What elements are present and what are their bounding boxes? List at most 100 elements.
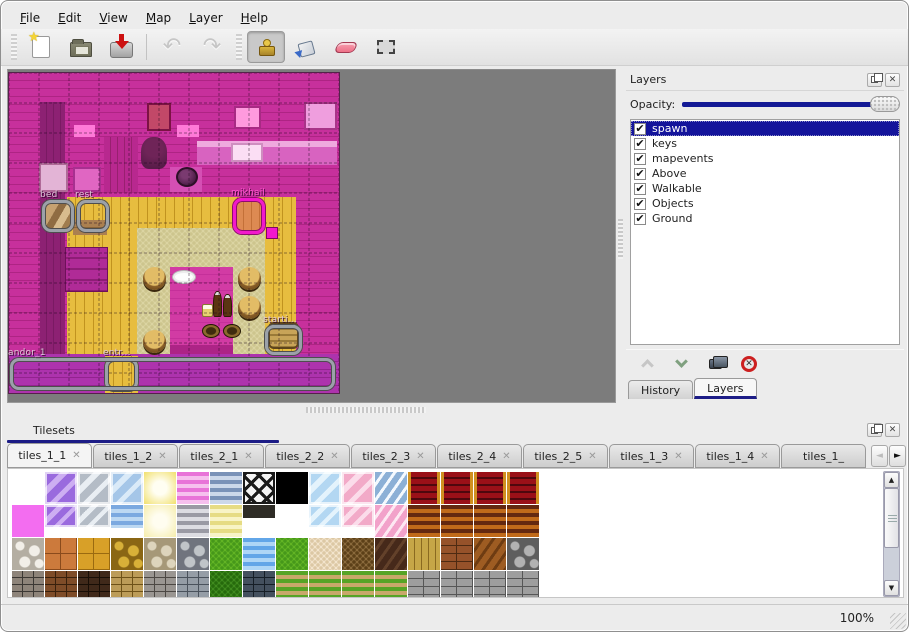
tile-cell[interactable] bbox=[375, 472, 408, 505]
fill-tool-button[interactable] bbox=[287, 31, 325, 63]
tile-cell[interactable] bbox=[441, 472, 474, 505]
close-tab-icon[interactable]: ✕ bbox=[72, 450, 81, 461]
float-tilesets-button[interactable] bbox=[867, 423, 883, 437]
tile-cell[interactable] bbox=[408, 472, 441, 505]
tile-cell[interactable] bbox=[342, 472, 375, 505]
layer-row-walkable[interactable]: ✔ Walkable bbox=[631, 181, 899, 196]
new-map-button[interactable] bbox=[22, 30, 60, 63]
tile-cell[interactable] bbox=[210, 472, 243, 505]
tile-cell[interactable] bbox=[45, 472, 78, 505]
tile-cell[interactable] bbox=[276, 538, 309, 571]
vertical-splitter[interactable] bbox=[616, 69, 626, 403]
toolbar-drag-handle[interactable] bbox=[11, 34, 17, 60]
tile-cell[interactable] bbox=[441, 538, 474, 571]
float-dock-button[interactable] bbox=[867, 72, 883, 87]
close-tab-icon[interactable]: ✕ bbox=[502, 450, 511, 462]
tile-cell[interactable] bbox=[12, 538, 45, 571]
tile-cell[interactable] bbox=[243, 538, 276, 571]
save-map-button[interactable] bbox=[102, 31, 140, 63]
layer-visibility-checkbox[interactable]: ✔ bbox=[634, 196, 646, 210]
tileset-tab-tiles_1[interactable]: tiles_1_ bbox=[781, 444, 866, 468]
tile-cell[interactable] bbox=[144, 571, 177, 597]
menu-item-help[interactable]: Help bbox=[240, 11, 269, 25]
tile-cell[interactable] bbox=[375, 571, 408, 597]
layer-row-objects[interactable]: ✔ Objects bbox=[631, 196, 899, 211]
close-tab-icon[interactable]: ✕ bbox=[244, 450, 253, 462]
tile-cell[interactable] bbox=[45, 538, 78, 571]
map-object-bed[interactable] bbox=[42, 200, 74, 232]
delete-layer-button[interactable]: ✕ bbox=[738, 353, 760, 375]
stamp-tool-button[interactable] bbox=[247, 31, 285, 63]
tile-cell[interactable] bbox=[375, 505, 408, 538]
opacity-slider[interactable] bbox=[682, 96, 900, 112]
tile-cell[interactable] bbox=[441, 571, 474, 597]
object-resize-handle[interactable] bbox=[266, 227, 278, 239]
tileset-tab-tiles_2_5[interactable]: tiles_2_5 ✕ bbox=[523, 444, 608, 468]
layer-row-keys[interactable]: ✔ keys bbox=[631, 136, 899, 151]
tile-cell[interactable] bbox=[507, 472, 540, 505]
close-dock-button[interactable]: ✕ bbox=[885, 72, 900, 87]
tile-cell[interactable] bbox=[474, 538, 507, 571]
tileset-scrollbar[interactable]: ▲ ▼ bbox=[883, 471, 900, 597]
tileset-tab-tiles_1_3[interactable]: tiles_1_3 ✕ bbox=[609, 444, 694, 468]
menu-item-view[interactable]: View bbox=[99, 11, 128, 25]
tile-cell[interactable] bbox=[78, 538, 111, 571]
tile-cell[interactable] bbox=[474, 571, 507, 597]
scroll-tabs-left-button[interactable]: ◄ bbox=[871, 445, 888, 467]
scroll-down-button[interactable]: ▼ bbox=[884, 580, 899, 596]
tile-cell[interactable] bbox=[243, 571, 276, 597]
tile-cell[interactable] bbox=[177, 472, 210, 505]
map-object-starti[interactable] bbox=[265, 325, 302, 355]
tile-cell[interactable] bbox=[12, 472, 45, 505]
tab-history[interactable]: History bbox=[628, 380, 694, 399]
opacity-slider-handle[interactable] bbox=[870, 96, 900, 112]
tile-cell[interactable] bbox=[408, 571, 441, 597]
tile-cell[interactable] bbox=[177, 505, 210, 538]
layer-row-spawn[interactable]: ✔ spawn bbox=[631, 121, 899, 136]
tile-cell[interactable] bbox=[276, 472, 309, 505]
tileset-tab-tiles_1_2[interactable]: tiles_1_2 ✕ bbox=[93, 444, 178, 468]
tab-layers[interactable]: Layers bbox=[694, 378, 757, 399]
tile-cell[interactable] bbox=[309, 571, 342, 597]
select-tool-button[interactable] bbox=[367, 31, 405, 63]
tile-cell[interactable] bbox=[375, 538, 408, 571]
tileset-tab-tiles_1_1[interactable]: tiles_1_1 ✕ bbox=[7, 443, 92, 468]
tile-cell[interactable] bbox=[408, 538, 441, 571]
tile-cell[interactable] bbox=[276, 571, 309, 597]
tile-cell[interactable] bbox=[408, 505, 441, 538]
raise-layer-button[interactable] bbox=[636, 353, 658, 375]
tile-cell[interactable] bbox=[111, 505, 144, 538]
tile-cell[interactable] bbox=[78, 505, 111, 538]
map-canvas[interactable]: bed rest mikhail starti... entr... andor_1 bbox=[8, 72, 340, 394]
layer-row-ground[interactable]: ✔ Ground bbox=[631, 211, 899, 226]
map-view[interactable]: bed rest mikhail starti... entr... andor_1 bbox=[7, 69, 616, 403]
tile-cell[interactable] bbox=[12, 505, 45, 538]
close-tilesets-button[interactable]: ✕ bbox=[885, 423, 900, 437]
tile-cell[interactable] bbox=[144, 472, 177, 505]
scrollbar-thumb[interactable] bbox=[884, 488, 899, 548]
tile-cell[interactable] bbox=[111, 472, 144, 505]
layer-visibility-checkbox[interactable]: ✔ bbox=[634, 151, 646, 165]
tile-cell[interactable] bbox=[342, 571, 375, 597]
tile-cell[interactable] bbox=[507, 538, 540, 571]
tile-cell[interactable] bbox=[441, 505, 474, 538]
tile-cell[interactable] bbox=[276, 505, 309, 538]
tile-cell[interactable] bbox=[78, 472, 111, 505]
tile-cell[interactable] bbox=[309, 472, 342, 505]
scroll-up-button[interactable]: ▲ bbox=[884, 472, 899, 488]
tile-cell[interactable] bbox=[78, 571, 111, 597]
tile-cell[interactable] bbox=[111, 571, 144, 597]
undo-button[interactable]: ↶ bbox=[153, 31, 191, 63]
lower-layer-button[interactable] bbox=[670, 353, 692, 375]
tile-cell[interactable] bbox=[45, 505, 78, 538]
eraser-tool-button[interactable] bbox=[327, 31, 365, 63]
close-tab-icon[interactable]: ✕ bbox=[416, 450, 425, 462]
tileset-tab-tiles_2_2[interactable]: tiles_2_2 ✕ bbox=[265, 444, 350, 468]
tile-cell[interactable] bbox=[309, 505, 342, 538]
tileset-tab-tiles_1_4[interactable]: tiles_1_4 ✕ bbox=[695, 444, 780, 468]
close-tab-icon[interactable]: ✕ bbox=[158, 450, 167, 462]
horizontal-splitter[interactable] bbox=[1, 403, 908, 417]
close-tab-icon[interactable]: ✕ bbox=[760, 450, 769, 462]
menu-item-edit[interactable]: Edit bbox=[58, 11, 82, 25]
toolbar-drag-handle-2[interactable] bbox=[236, 34, 242, 60]
